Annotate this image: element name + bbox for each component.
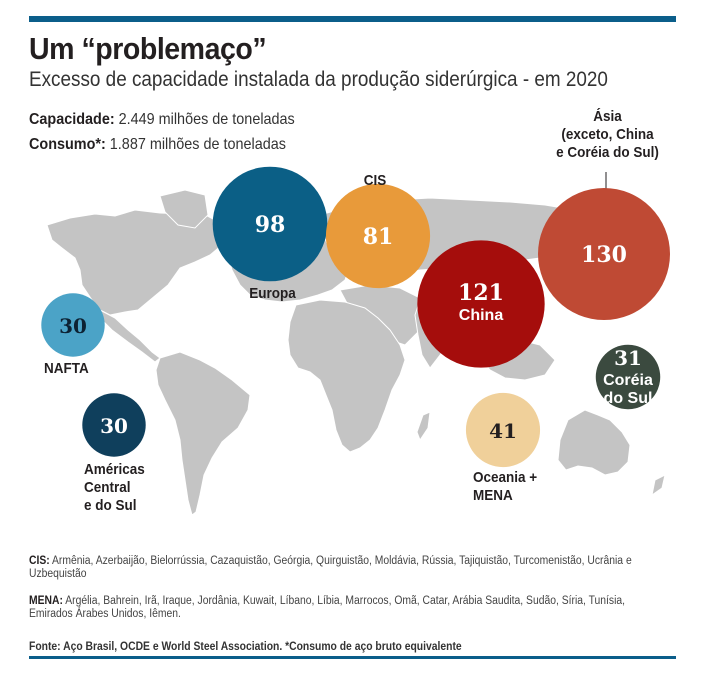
- bubble-europa: 98: [212, 166, 328, 282]
- americas-label: Américas Central e do Sul: [84, 461, 145, 515]
- bubble-value-asia-exceto-china-e-coreia-do-sul: 130: [581, 242, 627, 268]
- capacity-value: 2.449 milhões de toneladas: [114, 111, 295, 128]
- cis-note-label: CIS:: [29, 555, 50, 567]
- africa-shape: [287, 299, 406, 453]
- capacity-label: Capacidade:: [29, 111, 115, 128]
- bubble-circle-cis: [325, 183, 431, 289]
- consumption-value: 1.887 milhões de toneladas: [105, 136, 286, 153]
- bubble-nafta: 30: [41, 293, 105, 357]
- bubble-inner-label-china: China: [459, 307, 504, 324]
- oceania-label-line1: Oceania +: [473, 469, 538, 486]
- cis-note: CIS: Armênia, Azerbaijão, Bielorrússia, …: [29, 555, 641, 581]
- bubble-circle-china: [417, 240, 545, 368]
- bottom-rule: [29, 656, 676, 659]
- central-america-shape: [99, 309, 161, 363]
- nafta-label: NAFTA: [44, 360, 89, 377]
- asia-label-line1: Ásia: [593, 108, 622, 125]
- bubble-value-oceania-mena: 41: [489, 419, 517, 443]
- mena-note-label: MENA:: [29, 595, 63, 607]
- asia-label-line2: (exceto, China: [561, 126, 654, 143]
- greenland-shape: [159, 189, 209, 229]
- oceania-mena-label: Oceania + MENA: [473, 469, 537, 505]
- cis-label: CIS: [363, 172, 387, 189]
- new-zealand-shape: [651, 474, 666, 497]
- bubble-asia-exceto-china-e-coreia-do-sul: 130: [538, 188, 670, 320]
- bubble-value-china: 121: [458, 280, 504, 306]
- top-rule: [29, 16, 676, 22]
- madagascar-shape: [416, 411, 431, 442]
- europa-label: Europa: [249, 285, 296, 302]
- consumption-stat: Consumo*: 1.887 milhões de toneladas: [29, 136, 286, 154]
- mena-note-text: Argélia, Bahrein, Irã, Iraque, Jordânia,…: [29, 595, 626, 620]
- north-america-shape: [46, 209, 226, 316]
- bubble-circle-europa: [212, 166, 328, 282]
- mena-note: MENA: Argélia, Bahrein, Irã, Iraque, Jor…: [29, 595, 641, 621]
- bubble-value-nafta: 30: [59, 314, 87, 338]
- bubble-circle-oceania-mena: [465, 392, 541, 468]
- americas-label-line1: Américas: [84, 461, 145, 478]
- page-subtitle: Excesso de capacidade instalada da produ…: [29, 68, 608, 91]
- bubble-cis: 81: [325, 183, 431, 289]
- asia-label-line3: e Coréia do Sul): [556, 144, 659, 161]
- capacity-stat: Capacidade: 2.449 milhões de toneladas: [29, 111, 295, 129]
- bubble-value-americas-central-e-do-sul: 30: [100, 414, 128, 438]
- south-america-shape: [155, 351, 251, 516]
- bubble-circle-coreia-do-sul: [595, 344, 661, 410]
- americas-label-line2: Central: [84, 479, 131, 496]
- bubble-circle-nafta: [41, 293, 105, 357]
- bubble-inner-label-coreia-do-sul: Coréia: [603, 372, 653, 389]
- oceania-label-line2: MENA: [473, 487, 513, 504]
- cis-note-text: Armênia, Azerbaijão, Bielorrússia, Cazaq…: [29, 555, 632, 580]
- page-title: Um “problemaço”: [29, 31, 267, 66]
- australia-shape: [557, 409, 631, 476]
- bubble-oceania-mena: 41: [465, 392, 541, 468]
- bubble-circle-americas-central-e-do-sul: [82, 393, 146, 457]
- bubble-value-cis: 81: [363, 224, 394, 250]
- bubble-value-coreia-do-sul: 31: [614, 346, 642, 370]
- bubble-circle-asia-exceto-china-e-coreia-do-sul: [538, 188, 670, 320]
- bubble-value-europa: 98: [255, 212, 286, 238]
- consumption-label: Consumo*:: [29, 136, 106, 153]
- bubble-inner-label-coreia-do-sul: do Sul: [604, 390, 653, 407]
- asia-label: Ásia (exceto, China e Coréia do Sul): [551, 108, 664, 162]
- source-note: Fonte: Aço Brasil, OCDE e World Steel As…: [29, 641, 462, 653]
- bubble-americas-central-e-do-sul: 30: [82, 393, 146, 457]
- americas-label-line3: e do Sul: [84, 497, 137, 514]
